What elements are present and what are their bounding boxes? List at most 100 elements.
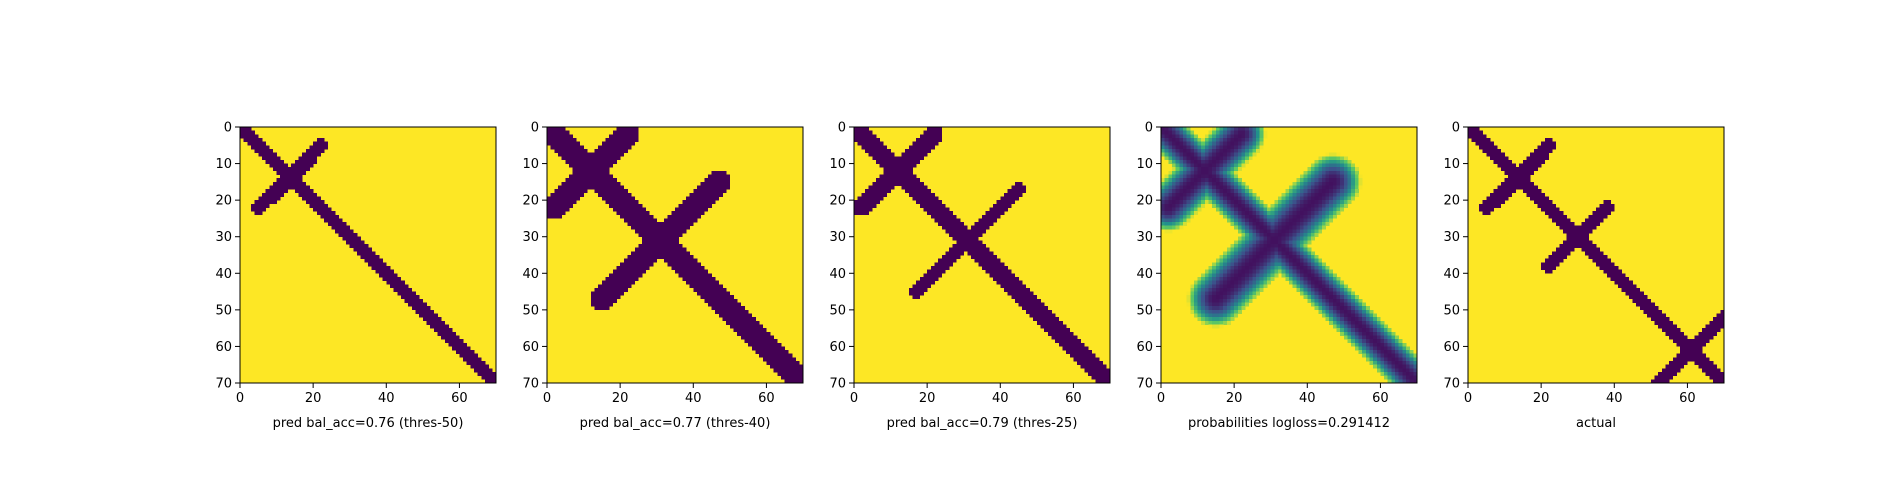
heatmap-cell	[1223, 193, 1227, 197]
heatmap-cell	[606, 164, 610, 168]
heatmap-cell	[1073, 354, 1077, 358]
heatmap-cell	[587, 171, 591, 175]
heatmap-cell	[569, 149, 573, 153]
heatmap-cell	[1230, 164, 1234, 168]
heatmap-cell	[1676, 361, 1680, 365]
heatmap-cell	[1066, 339, 1070, 343]
heatmap-cell	[1329, 196, 1333, 200]
heatmap-cell	[1351, 332, 1355, 336]
heatmap-cell	[1329, 288, 1333, 292]
heatmap-cell	[701, 182, 705, 186]
heatmap-cell	[1004, 284, 1008, 288]
heatmap-cell	[927, 138, 931, 142]
heatmap-cell	[1000, 277, 1004, 281]
heatmap-cell	[602, 149, 606, 153]
heatmap-cell	[1201, 200, 1205, 204]
heatmap-cell	[269, 153, 273, 157]
heatmap-cell	[894, 182, 898, 186]
heatmap-cell	[1333, 196, 1337, 200]
heatmap-cell	[752, 339, 756, 343]
heatmap-cell	[1205, 299, 1209, 303]
heatmap-cell	[1256, 266, 1260, 270]
heatmap-cell	[1223, 134, 1227, 138]
heatmap-cell	[602, 288, 606, 292]
heatmap-cell	[953, 237, 957, 241]
heatmap-cell	[953, 218, 957, 222]
heatmap-cell	[1241, 218, 1245, 222]
heatmap-cell	[324, 215, 328, 219]
heatmap-cell	[1011, 193, 1015, 197]
heatmap-cell	[653, 229, 657, 233]
heatmap-cell	[1249, 295, 1253, 299]
heatmap-cell	[1329, 277, 1333, 281]
heatmap-cell	[1230, 196, 1234, 200]
heatmap-cell	[1490, 149, 1494, 153]
heatmap-cell	[1183, 156, 1187, 160]
heatmap-cell	[598, 295, 602, 299]
heatmap-cell	[1556, 218, 1560, 222]
heatmap-cell	[1541, 193, 1545, 197]
heatmap-cell	[616, 266, 620, 270]
heatmap-cell	[554, 149, 558, 153]
heatmap-cell	[1326, 204, 1330, 208]
heatmap-cell	[390, 281, 394, 285]
heatmap-cell	[1315, 160, 1319, 164]
heatmap-cell	[1234, 303, 1238, 307]
heatmap-cell	[1238, 244, 1242, 248]
heatmap-cell	[1267, 233, 1271, 237]
heatmap-cell	[792, 372, 796, 376]
heatmap-cell	[1326, 167, 1330, 171]
heatmap-cell	[1304, 251, 1308, 255]
heatmap-cell	[690, 193, 694, 197]
heatmap-cell	[1293, 222, 1297, 226]
heatmap-cell	[975, 248, 979, 252]
heatmap-cell	[1567, 251, 1571, 255]
heatmap-cell	[606, 138, 610, 142]
heatmap-cell	[1187, 193, 1191, 197]
heatmap-cell	[1541, 204, 1545, 208]
heatmap-cell	[1293, 284, 1297, 288]
heatmap-cell	[448, 335, 452, 339]
heatmap-cell	[1300, 186, 1304, 190]
heatmap-cell	[1249, 127, 1253, 131]
heatmap-cell	[712, 281, 716, 285]
heatmap-cell	[1241, 273, 1245, 277]
heatmap-cell	[989, 266, 993, 270]
heatmap-cell	[269, 189, 273, 193]
heatmap-cell	[1545, 207, 1549, 211]
heatmap-cell	[891, 182, 895, 186]
heatmap-cell	[934, 134, 938, 138]
heatmap-cell	[770, 343, 774, 347]
heatmap-cell	[624, 259, 628, 263]
heatmap-cell	[1092, 365, 1096, 369]
heatmap-cell	[1329, 200, 1333, 204]
heatmap-cell	[1198, 164, 1202, 168]
heatmap-cell	[1238, 222, 1242, 226]
heatmap-cell	[796, 361, 800, 365]
heatmap-cell	[1252, 211, 1256, 215]
heatmap-cell	[1329, 218, 1333, 222]
heatmap-cell	[1227, 189, 1231, 193]
heatmap-cell	[752, 328, 756, 332]
heatmap-cell	[306, 160, 310, 164]
heatmap-cell	[1227, 182, 1231, 186]
heatmap-cell	[960, 229, 964, 233]
heatmap-cell	[785, 368, 789, 372]
heatmap-cell	[701, 281, 705, 285]
heatmap-cell	[1304, 295, 1308, 299]
heatmap-cell	[1172, 193, 1176, 197]
heatmap-cell	[1212, 262, 1216, 266]
heatmap-cell	[1340, 171, 1344, 175]
heatmap-cell	[434, 314, 438, 318]
heatmap-cell	[1315, 270, 1319, 274]
heatmap-cell	[485, 372, 489, 376]
heatmap-cell	[291, 175, 295, 179]
heatmap-cell	[1223, 288, 1227, 292]
heatmap-cell	[631, 259, 635, 263]
heatmap-cell	[1256, 229, 1260, 233]
heatmap-cell	[1402, 372, 1406, 376]
heatmap-cell	[1267, 229, 1271, 233]
heatmap-cell	[708, 189, 712, 193]
heatmap-cell	[1176, 160, 1180, 164]
heatmap-cell	[1004, 277, 1008, 281]
